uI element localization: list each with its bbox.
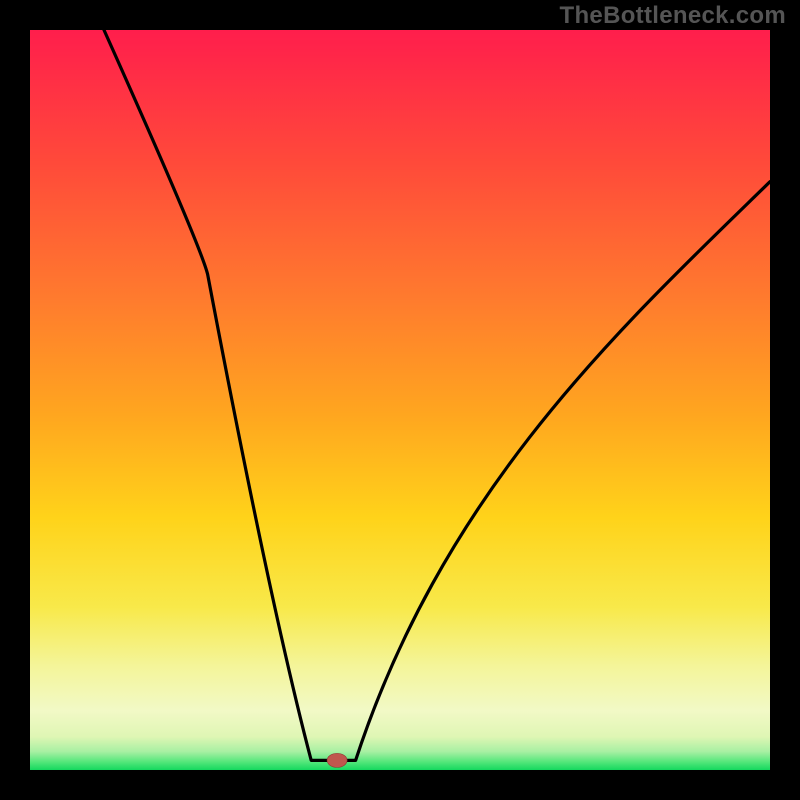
chart-background [30, 30, 770, 770]
optimum-marker [327, 753, 347, 767]
chart-container: TheBottleneck.com [0, 0, 800, 800]
watermark-text: TheBottleneck.com [560, 2, 786, 30]
bottleneck-chart [0, 0, 800, 800]
